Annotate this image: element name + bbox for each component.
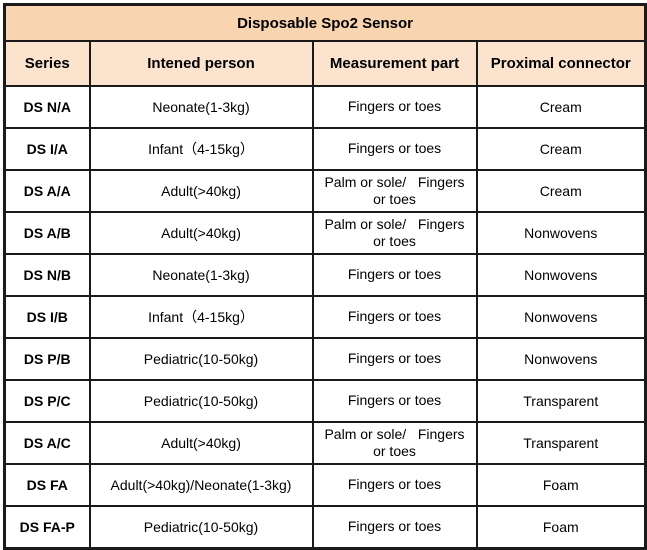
connector-cell: Foam: [475, 505, 647, 550]
connector-cell: Nonwovens: [475, 253, 647, 297]
part-cell: Fingers or toes: [311, 337, 478, 381]
column-header-person: Intened person: [88, 40, 314, 87]
part-cell: Fingers or toes: [311, 505, 478, 550]
part-cell: Palm or sole/ Fingers or toes: [311, 169, 478, 213]
connector-cell: Cream: [475, 127, 647, 171]
table-row: DS A/A Adult(>40kg) Palm or sole/ Finger…: [3, 169, 647, 213]
series-cell: DS I/B: [3, 295, 91, 339]
table-row: DS FA-P Pediatric(10-50kg) Fingers or to…: [3, 505, 647, 550]
person-cell: Pediatric(10-50kg): [88, 505, 314, 550]
person-cell: Infant（4-15kg）: [88, 127, 314, 171]
connector-cell: Foam: [475, 463, 647, 507]
connector-cell: Transparent: [475, 421, 647, 465]
series-cell: DS FA-P: [3, 505, 91, 550]
connector-cell: Cream: [475, 85, 647, 129]
column-header-part: Measurement part: [311, 40, 478, 87]
series-cell: DS P/C: [3, 379, 91, 423]
table-row: DS A/C Adult(>40kg) Palm or sole/ Finger…: [3, 421, 647, 465]
connector-cell: Nonwovens: [475, 211, 647, 255]
part-cell: Palm or sole/ Fingers or toes: [311, 211, 478, 255]
person-cell: Neonate(1-3kg): [88, 253, 314, 297]
series-cell: DS N/B: [3, 253, 91, 297]
series-cell: DS A/C: [3, 421, 91, 465]
table-row: DS FA Adult(>40kg)/Neonate(1-3kg) Finger…: [3, 463, 647, 507]
part-cell: Fingers or toes: [311, 463, 478, 507]
table-row: DS A/B Adult(>40kg) Palm or sole/ Finger…: [3, 211, 647, 255]
spec-table: Disposable Spo2 Sensor Series Intened pe…: [3, 3, 647, 550]
table-row: DS P/B Pediatric(10-50kg) Fingers or toe…: [3, 337, 647, 381]
part-cell: Fingers or toes: [311, 85, 478, 129]
person-cell: Infant（4-15kg）: [88, 295, 314, 339]
person-cell: Adult(>40kg)/Neonate(1-3kg): [88, 463, 314, 507]
series-cell: DS I/A: [3, 127, 91, 171]
series-cell: DS N/A: [3, 85, 91, 129]
table-row: DS P/C Pediatric(10-50kg) Fingers or toe…: [3, 379, 647, 423]
column-header-series: Series: [3, 40, 91, 87]
table-row: DS N/A Neonate(1-3kg) Fingers or toes Cr…: [3, 85, 647, 129]
page: Disposable Spo2 Sensor Series Intened pe…: [3, 3, 647, 550]
connector-cell: Transparent: [475, 379, 647, 423]
series-cell: DS A/B: [3, 211, 91, 255]
person-cell: Adult(>40kg): [88, 169, 314, 213]
connector-cell: Cream: [475, 169, 647, 213]
part-cell: Fingers or toes: [311, 127, 478, 171]
column-header-connector: Proximal connector: [475, 40, 647, 87]
connector-cell: Nonwovens: [475, 337, 647, 381]
person-cell: Neonate(1-3kg): [88, 85, 314, 129]
table-row: DS N/B Neonate(1-3kg) Fingers or toes No…: [3, 253, 647, 297]
table-title-row: Disposable Spo2 Sensor: [3, 3, 647, 42]
part-cell: Fingers or toes: [311, 253, 478, 297]
table-title: Disposable Spo2 Sensor: [3, 3, 647, 42]
part-cell: Fingers or toes: [311, 379, 478, 423]
part-cell: Palm or sole/ Fingers or toes: [311, 421, 478, 465]
table-row: DS I/A Infant（4-15kg） Fingers or toes Cr…: [3, 127, 647, 171]
person-cell: Adult(>40kg): [88, 421, 314, 465]
series-cell: DS A/A: [3, 169, 91, 213]
connector-cell: Nonwovens: [475, 295, 647, 339]
table-row: DS I/B Infant（4-15kg） Fingers or toes No…: [3, 295, 647, 339]
series-cell: DS FA: [3, 463, 91, 507]
person-cell: Pediatric(10-50kg): [88, 379, 314, 423]
table-header-row: Series Intened person Measurement part P…: [3, 40, 647, 87]
part-cell: Fingers or toes: [311, 295, 478, 339]
person-cell: Pediatric(10-50kg): [88, 337, 314, 381]
series-cell: DS P/B: [3, 337, 91, 381]
person-cell: Adult(>40kg): [88, 211, 314, 255]
